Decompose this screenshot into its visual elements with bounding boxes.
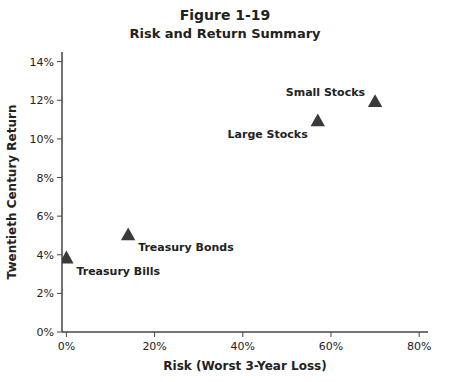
title: Figure 1-19 <box>180 7 271 23</box>
points <box>62 94 382 263</box>
point <box>368 94 382 107</box>
y-tick-label: 8% <box>37 172 54 185</box>
x-tick <box>242 332 243 337</box>
y-tick-label: 2% <box>37 287 54 300</box>
x-tick <box>66 332 67 337</box>
x-tick-label: 20% <box>142 340 166 353</box>
subtitle: Risk and Return Summary <box>129 26 321 41</box>
y-tick-label: 10% <box>30 133 54 146</box>
y-tick <box>57 254 62 255</box>
point-label: Large Stocks <box>228 128 309 141</box>
y-tick-label: 6% <box>37 210 54 223</box>
x-axis-line <box>62 331 428 333</box>
point <box>121 227 135 240</box>
x-axis-label: Risk (Worst 3-Year Loss) <box>163 359 326 373</box>
point-label: Treasury Bills <box>76 265 160 278</box>
y-tick <box>57 138 62 139</box>
y-tick-label: 0% <box>37 326 54 339</box>
y-tick-label: 4% <box>37 249 54 262</box>
chart: Figure 1-19 Risk and Return Summary 0% 20% 4… <box>0 0 450 382</box>
y-tick <box>57 61 62 62</box>
point <box>62 251 74 264</box>
y-axis-line <box>61 52 63 332</box>
point-label: Treasury Bonds <box>138 241 234 254</box>
y-tick <box>57 100 62 101</box>
y-tick <box>57 332 62 333</box>
point-label: Small Stocks <box>286 86 366 99</box>
x-tick-label: 60% <box>319 340 343 353</box>
y-tick-label: 14% <box>30 56 54 69</box>
x-tick-label: 40% <box>231 340 255 353</box>
y-axis-label: Twentieth Century Return <box>5 105 19 280</box>
x-tick-label: 80% <box>407 340 431 353</box>
y-tick-label: 12% <box>30 94 54 107</box>
x-tick-label: 0% <box>58 340 75 353</box>
x-tick <box>330 332 331 337</box>
x-tick <box>154 332 155 337</box>
y-tick <box>57 216 62 217</box>
y-tick <box>57 293 62 294</box>
x-tick <box>419 332 420 337</box>
y-tick <box>57 177 62 178</box>
point <box>311 114 325 127</box>
